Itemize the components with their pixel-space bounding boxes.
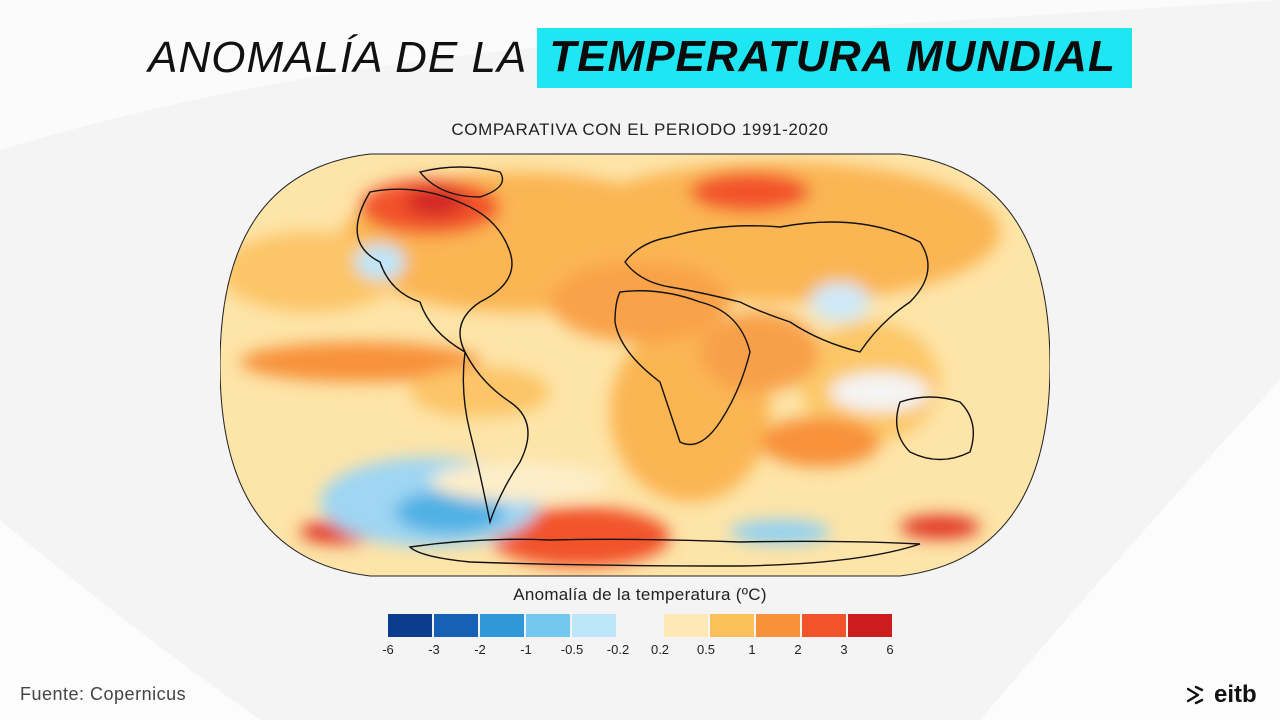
legend-tick: -0.2	[606, 642, 630, 657]
eitb-logo: eitb	[1186, 680, 1257, 710]
legend-ticks: -6 -3 -2 -1 -0.5 -0.2 0.2 0.5 1 2 3 6	[0, 642, 1280, 662]
subtitle: COMPARATIVA CON EL PERIODO 1991-2020	[451, 120, 829, 139]
eitb-logo-icon	[1186, 685, 1204, 704]
legend-tick: -1	[520, 642, 532, 657]
legend-tick: 3	[840, 642, 848, 657]
title-highlight: TEMPERATURA MUNDIAL	[537, 28, 1132, 88]
legend-tick: 1	[748, 642, 756, 657]
legend-tick: 0.2	[650, 642, 670, 657]
legend-tick: -2	[474, 642, 486, 657]
legend-swatch	[664, 614, 708, 637]
legend-swatch	[572, 614, 616, 637]
legend-swatch	[526, 614, 570, 637]
legend-swatch	[480, 614, 524, 637]
page-title: ANOMALÍA DE LA TEMPERATURA MUNDIAL	[0, 28, 1280, 88]
legend-tick: 0.5	[696, 642, 716, 657]
legend-tick: -6	[382, 642, 394, 657]
legend-swatch	[388, 614, 432, 637]
logo-text: eitb	[1214, 680, 1257, 708]
legend-tick: 6	[886, 642, 894, 657]
world-anomaly-map	[219, 152, 1051, 578]
legend-tick: -0.5	[560, 642, 584, 657]
legend-title: Anomalía de la temperatura (ºC)	[513, 585, 767, 604]
legend-swatch	[710, 614, 754, 637]
legend-swatch	[848, 614, 892, 637]
legend-swatch	[802, 614, 846, 637]
legend-tick: -3	[428, 642, 440, 657]
legend-swatch	[434, 614, 478, 637]
legend-swatch	[756, 614, 800, 637]
legend-colorbar	[388, 614, 892, 638]
source-credit: Fuente: Copernicus	[20, 684, 187, 704]
title-light: ANOMALÍA DE LA	[148, 33, 528, 82]
legend-tick: 2	[794, 642, 802, 657]
